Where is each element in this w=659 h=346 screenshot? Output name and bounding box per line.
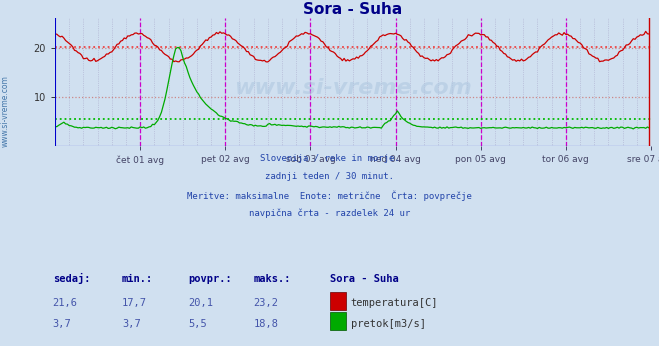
Text: www.si-vreme.com: www.si-vreme.com [1, 75, 10, 147]
Text: 5,5: 5,5 [188, 319, 206, 329]
Text: temperatura[C]: temperatura[C] [351, 298, 438, 308]
Text: Sora - Suha: Sora - Suha [330, 274, 398, 284]
Text: sedaj:: sedaj: [53, 273, 90, 284]
Text: navpična črta - razdelek 24 ur: navpična črta - razdelek 24 ur [249, 209, 410, 218]
Text: 17,7: 17,7 [122, 298, 147, 308]
Text: 20,1: 20,1 [188, 298, 213, 308]
Text: 21,6: 21,6 [53, 298, 78, 308]
Text: 3,7: 3,7 [53, 319, 71, 329]
Text: 18,8: 18,8 [254, 319, 279, 329]
Text: 23,2: 23,2 [254, 298, 279, 308]
Text: Meritve: maksimalne  Enote: metrične  Črta: povprečje: Meritve: maksimalne Enote: metrične Črta… [187, 191, 472, 201]
Title: Sora - Suha: Sora - Suha [303, 2, 403, 17]
Text: povpr.:: povpr.: [188, 274, 231, 284]
Text: pretok[m3/s]: pretok[m3/s] [351, 319, 426, 329]
Text: Slovenija / reke in morje.: Slovenija / reke in morje. [260, 154, 399, 163]
Text: min.:: min.: [122, 274, 153, 284]
Text: 3,7: 3,7 [122, 319, 140, 329]
Text: www.si-vreme.com: www.si-vreme.com [234, 79, 472, 98]
Text: zadnji teden / 30 minut.: zadnji teden / 30 minut. [265, 172, 394, 181]
Text: maks.:: maks.: [254, 274, 291, 284]
